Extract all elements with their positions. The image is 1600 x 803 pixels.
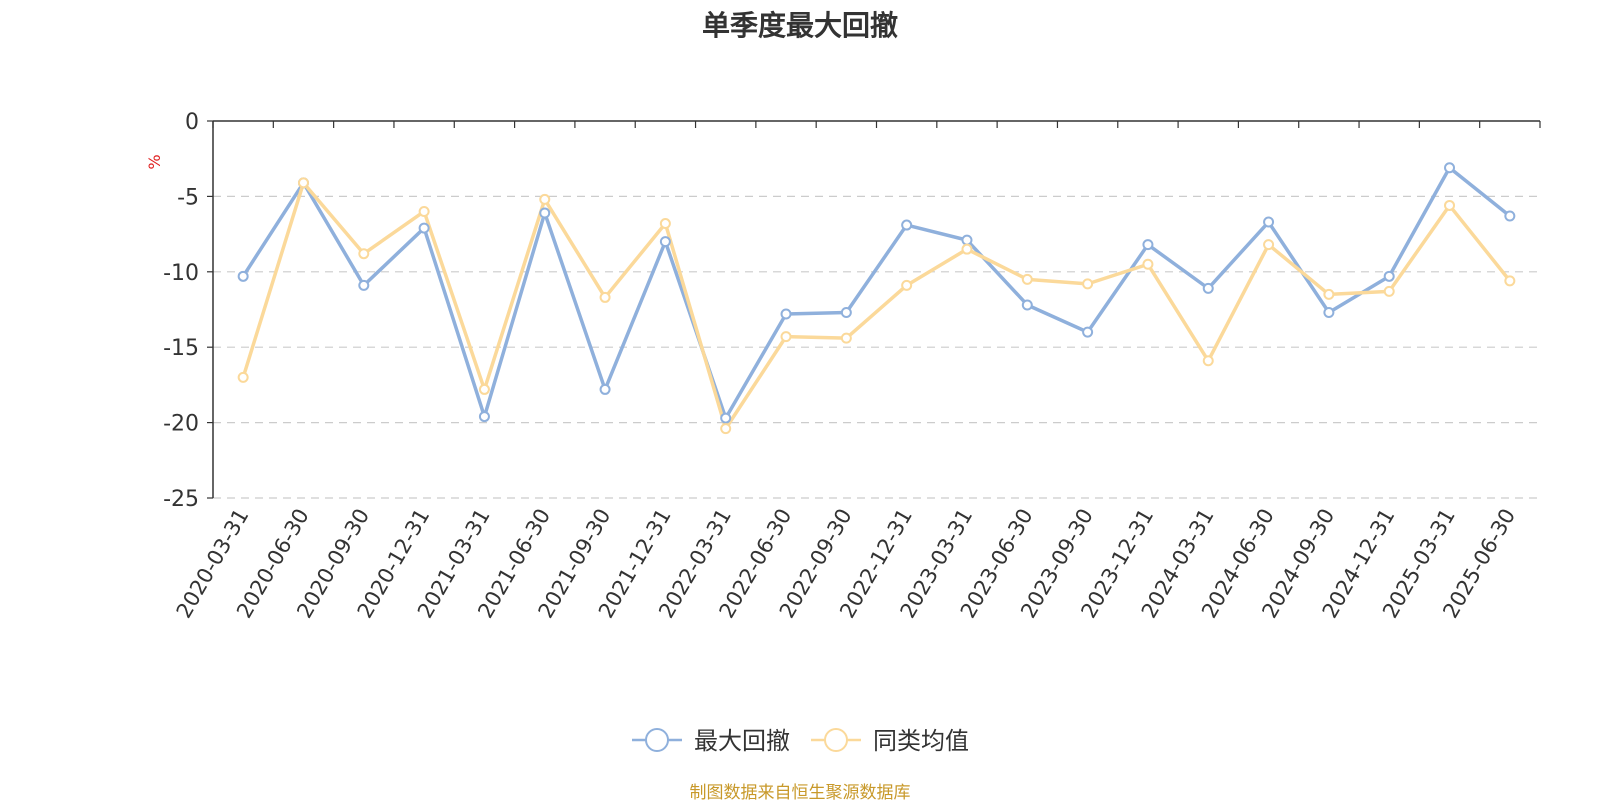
y-tick-label: 0 (185, 110, 199, 135)
legend-marker (824, 728, 848, 752)
data-source-note: 制图数据来自恒生聚源数据库 (689, 783, 911, 803)
data-point (358, 248, 370, 260)
data-point (780, 308, 792, 320)
data-point (1142, 239, 1154, 251)
data-point (599, 383, 611, 395)
data-point (1383, 285, 1395, 297)
data-point (659, 218, 671, 230)
data-point (840, 307, 852, 319)
data-point (901, 219, 913, 231)
legend-item[interactable]: 最大回撤 (632, 727, 790, 755)
series-layer (237, 162, 1516, 435)
series-line (241, 165, 1511, 420)
y-tick-label: -25 (163, 487, 199, 512)
y-axis-label: % (145, 154, 164, 169)
data-point (961, 243, 973, 255)
data-point (1263, 239, 1275, 251)
legend[interactable]: 最大回撤 同类均值 (632, 727, 969, 755)
data-point (1383, 270, 1395, 282)
data-point (1504, 275, 1516, 287)
data-point (358, 279, 370, 291)
data-point (297, 177, 309, 189)
data-point (1263, 216, 1275, 228)
data-point (1202, 355, 1214, 367)
legend-label: 同类均值 (873, 727, 969, 755)
data-point (539, 207, 551, 219)
legend-item[interactable]: 同类均值 (811, 727, 969, 755)
data-point (418, 222, 430, 234)
legend-label: 最大回撤 (694, 727, 790, 755)
chart-title: 单季度最大回撤 (701, 9, 898, 42)
data-point (599, 291, 611, 303)
data-point (1082, 278, 1094, 290)
data-point (1142, 258, 1154, 270)
data-point (1444, 162, 1456, 174)
data-point (780, 331, 792, 343)
y-tick-label: -15 (163, 336, 199, 361)
data-point (418, 205, 430, 217)
data-point (1444, 199, 1456, 211)
data-point (237, 270, 249, 282)
data-point (961, 234, 973, 246)
data-point (1021, 299, 1033, 311)
series-line (241, 181, 1512, 431)
data-point (478, 411, 490, 423)
data-point (539, 193, 551, 205)
data-point (720, 412, 732, 424)
data-point (1082, 326, 1094, 338)
data-point (478, 383, 490, 395)
y-tick-label: -20 (163, 412, 199, 437)
data-point (659, 236, 671, 248)
y-tick-label: -5 (177, 185, 199, 210)
data-point (901, 279, 913, 291)
legend-marker (645, 728, 669, 752)
data-point (1504, 210, 1516, 222)
data-point (1323, 288, 1335, 300)
axes: 0-5-10-15-20-252020-03-312020-06-302020-… (145, 110, 1541, 622)
data-point (720, 423, 732, 435)
data-point (1202, 282, 1214, 294)
data-point (1323, 307, 1335, 319)
y-tick-label: -10 (163, 261, 199, 286)
data-point (237, 371, 249, 383)
data-point (840, 332, 852, 344)
data-point (1021, 273, 1033, 285)
